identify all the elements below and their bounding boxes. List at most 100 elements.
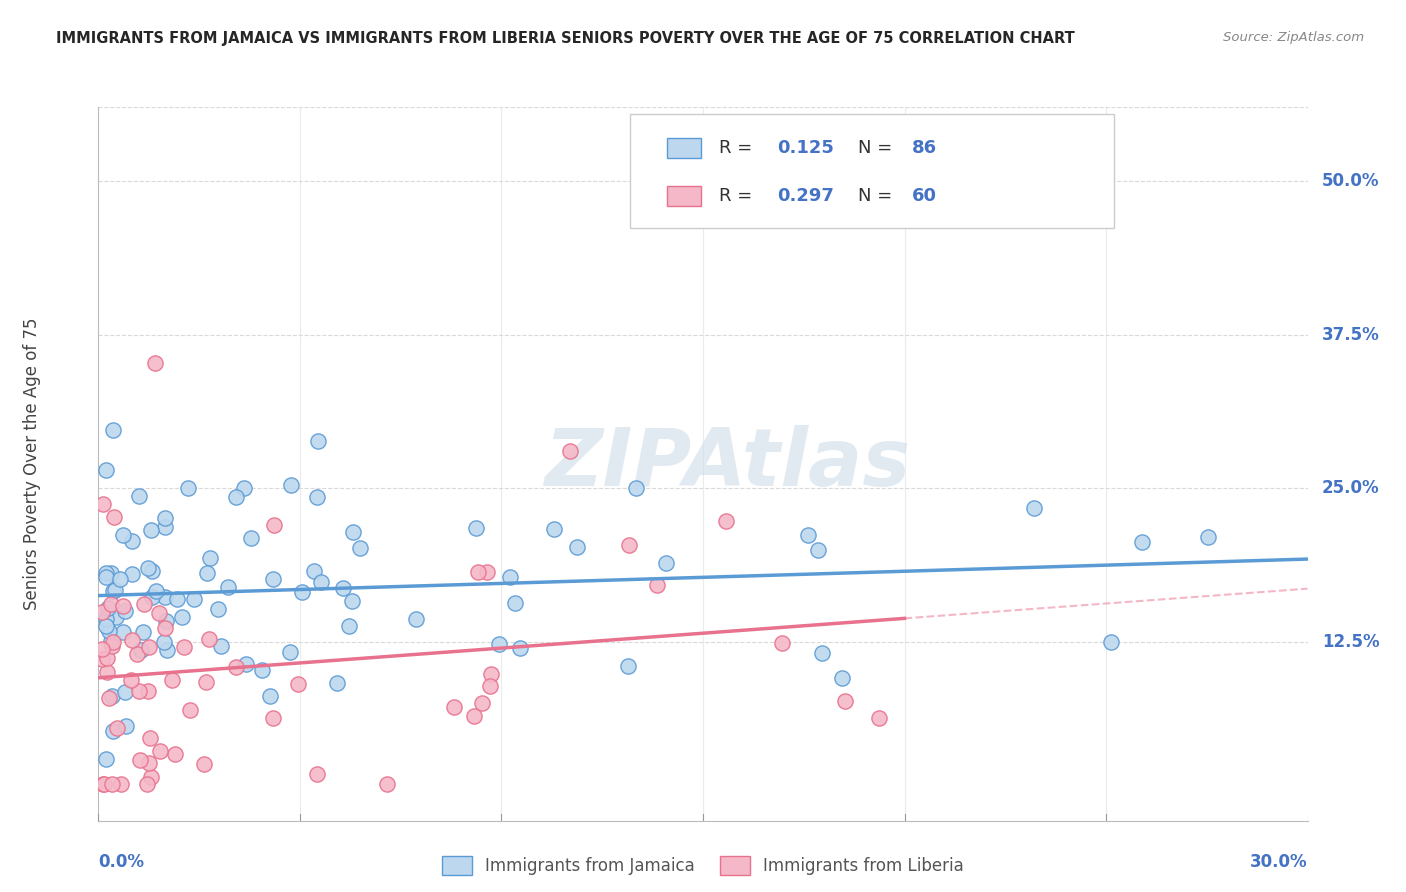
Point xyxy=(104,610,127,624)
Point xyxy=(96,752,118,766)
Point xyxy=(131,624,153,639)
Point xyxy=(302,565,325,579)
Point xyxy=(1197,530,1219,544)
Point xyxy=(100,633,122,648)
Text: 0.0%: 0.0% xyxy=(98,853,145,871)
Point xyxy=(120,673,142,688)
Point xyxy=(471,697,494,711)
Point xyxy=(100,566,122,580)
Point xyxy=(262,711,284,725)
Point xyxy=(153,591,176,605)
Point xyxy=(619,538,641,552)
Point xyxy=(97,601,120,615)
Point xyxy=(114,719,136,733)
Point xyxy=(342,524,364,539)
Point xyxy=(183,591,205,606)
Text: 50.0%: 50.0% xyxy=(1322,172,1379,190)
Point xyxy=(475,566,498,580)
Point xyxy=(645,578,668,592)
Point xyxy=(217,580,239,594)
Point xyxy=(198,551,221,566)
Text: N =: N = xyxy=(858,187,898,205)
Point xyxy=(96,665,118,679)
Point xyxy=(503,596,526,610)
Bar xyxy=(666,186,700,206)
Point xyxy=(132,597,155,611)
Point xyxy=(332,581,354,595)
Point xyxy=(138,640,160,654)
Point xyxy=(195,566,218,580)
Legend: Immigrants from Jamaica, Immigrants from Liberia: Immigrants from Jamaica, Immigrants from… xyxy=(433,847,973,884)
Point xyxy=(103,635,125,649)
Point xyxy=(103,583,125,598)
Point xyxy=(129,754,152,768)
Point xyxy=(233,481,256,495)
Point xyxy=(567,540,589,554)
Point xyxy=(121,566,143,581)
Point xyxy=(136,684,159,698)
Point xyxy=(280,478,302,492)
Point xyxy=(488,637,510,651)
Point xyxy=(467,566,489,580)
Point xyxy=(112,527,135,541)
Point xyxy=(153,622,176,636)
Point xyxy=(479,667,502,681)
Point xyxy=(235,657,257,671)
Point xyxy=(97,691,120,706)
Point xyxy=(305,490,328,504)
Text: Source: ZipAtlas.com: Source: ZipAtlas.com xyxy=(1223,31,1364,45)
Point xyxy=(100,639,122,653)
Point xyxy=(807,542,830,557)
Text: 86: 86 xyxy=(912,139,938,157)
Point xyxy=(464,521,486,535)
Point xyxy=(139,770,162,784)
Point xyxy=(160,673,183,687)
Text: 25.0%: 25.0% xyxy=(1322,479,1379,498)
Bar xyxy=(666,138,700,159)
Point xyxy=(834,694,856,708)
Point xyxy=(179,704,201,718)
Point xyxy=(135,777,157,791)
Point xyxy=(831,671,853,685)
Point xyxy=(96,566,118,580)
Text: 12.5%: 12.5% xyxy=(1322,633,1379,651)
Point xyxy=(139,523,162,537)
Point xyxy=(225,660,247,674)
Point xyxy=(499,570,522,584)
Point xyxy=(478,679,501,693)
Point xyxy=(173,640,195,655)
Point xyxy=(91,497,114,511)
Text: R =: R = xyxy=(718,139,758,157)
Point xyxy=(153,510,176,524)
Point xyxy=(225,490,247,504)
Point xyxy=(868,711,890,725)
Point xyxy=(263,518,285,533)
Point xyxy=(121,534,143,549)
Text: Seniors Poverty Over the Age of 75: Seniors Poverty Over the Age of 75 xyxy=(22,318,41,610)
Point xyxy=(340,593,363,607)
Point xyxy=(624,481,647,495)
Point xyxy=(91,641,114,656)
Point xyxy=(91,652,114,666)
Point xyxy=(170,610,193,624)
Point xyxy=(111,599,134,614)
Point xyxy=(101,689,124,703)
Point xyxy=(101,777,124,791)
Point xyxy=(655,556,678,570)
Point xyxy=(193,757,215,772)
Point xyxy=(148,606,170,620)
Text: 60: 60 xyxy=(912,187,938,205)
Text: 0.297: 0.297 xyxy=(776,187,834,205)
Point xyxy=(155,615,177,629)
Point xyxy=(1024,501,1046,516)
Point xyxy=(101,583,124,598)
Point xyxy=(375,777,398,791)
Text: N =: N = xyxy=(858,139,898,157)
Point xyxy=(153,520,176,534)
Point xyxy=(125,647,148,661)
Point xyxy=(195,675,218,690)
Point xyxy=(259,689,281,703)
Point xyxy=(309,575,332,590)
Point xyxy=(139,731,162,745)
Text: 0.125: 0.125 xyxy=(776,139,834,157)
